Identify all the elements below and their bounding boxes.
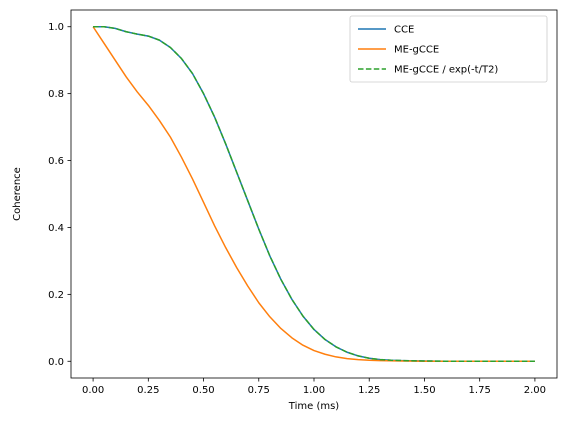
y-axis-label: Coherence	[12, 167, 23, 221]
x-axis-ticks: 0.00 0.25 0.50 0.75 1.00 1.25 1.50 1.75 2.00	[82, 378, 546, 396]
legend: CCE ME-gCCE ME-gCCE / exp(-t/T2)	[349, 15, 548, 83]
legend-label: ME-gCCE / exp(-t/T2)	[394, 65, 498, 76]
y-tick-label: 0.0	[48, 357, 64, 368]
legend-label: CCE	[394, 25, 414, 36]
y-tick-label: 1.0	[48, 22, 64, 33]
x-tick-label: 0.00	[82, 385, 104, 396]
y-tick-label: 0.6	[48, 156, 64, 167]
x-tick-label: 1.25	[358, 385, 380, 396]
x-tick-label: 0.50	[192, 385, 214, 396]
x-tick-label: 2.00	[524, 385, 546, 396]
y-tick-label: 0.4	[48, 223, 64, 234]
series-layer	[92, 25, 535, 363]
x-tick-label: 0.25	[137, 385, 159, 396]
x-tick-label: 1.00	[303, 385, 325, 396]
x-tick-label: 1.75	[469, 385, 491, 396]
series-line-me-gcce	[92, 26, 535, 363]
legend-label: ME-gCCE	[394, 45, 439, 56]
y-axis-ticks: 0.0 0.2 0.4 0.6 0.8 1.0	[48, 22, 71, 368]
y-tick-label: 0.8	[48, 89, 64, 100]
y-tick-label: 0.2	[48, 290, 64, 301]
series-line-me-gcce-exp-t-t2	[93, 25, 535, 363]
x-tick-label: 1.50	[413, 385, 435, 396]
legend-frame	[349, 15, 548, 83]
x-tick-label: 0.75	[248, 385, 270, 396]
x-axis-label: Time (ms)	[288, 401, 340, 412]
